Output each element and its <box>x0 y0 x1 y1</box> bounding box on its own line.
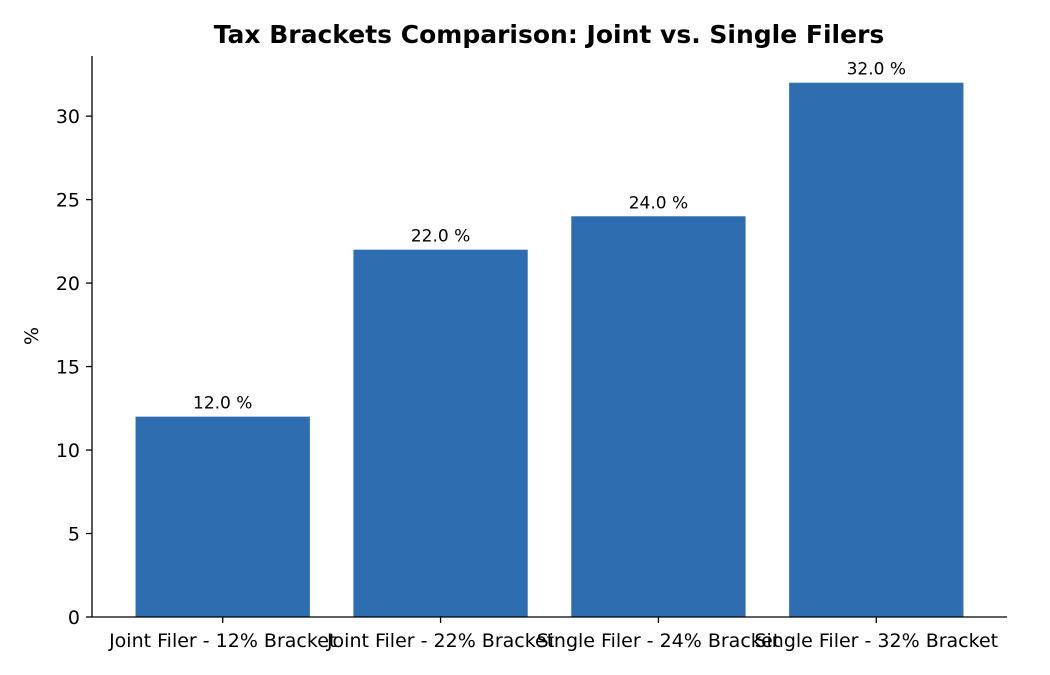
y-tick-label-15: 15 <box>56 357 80 379</box>
bar-1 <box>135 416 310 617</box>
bar-value-label-4: 32.0 % <box>847 60 906 80</box>
x-tick-label-3: Single Filer - 24% Bracket <box>537 630 781 652</box>
bar-value-label-3: 24.0 % <box>629 193 688 213</box>
y-ticks: 0 5 10 15 20 25 30 <box>56 106 92 629</box>
x-tick-label-4: Single Filer - 32% Bracket <box>754 630 998 652</box>
chart-title: Tax Brackets Comparison: Joint vs. Singl… <box>214 20 885 49</box>
x-tick-label-2: Joint Filer - 22% Bracket <box>326 630 554 652</box>
x-tick-label-1: Joint Filer - 12% Bracket <box>108 630 336 652</box>
bar-2 <box>353 249 528 617</box>
y-axis-label: % <box>21 327 43 345</box>
y-tick-label-25: 25 <box>56 190 80 212</box>
bar-3 <box>571 216 746 618</box>
bar-value-label-1: 12.0 % <box>193 394 252 414</box>
bars-layer <box>135 82 964 618</box>
axes-layer <box>91 56 1007 618</box>
y-tick-label-0: 0 <box>68 607 80 629</box>
y-tick-label-5: 5 <box>68 524 80 546</box>
y-tick-label-20: 20 <box>56 273 80 295</box>
y-tick-label-10: 10 <box>56 440 80 462</box>
bar-value-label-2: 22.0 % <box>411 227 470 247</box>
bar-value-labels: 12.0 % 22.0 % 24.0 % 32.0 % <box>193 60 906 414</box>
bar-4 <box>789 82 964 617</box>
y-tick-label-30: 30 <box>56 106 80 128</box>
